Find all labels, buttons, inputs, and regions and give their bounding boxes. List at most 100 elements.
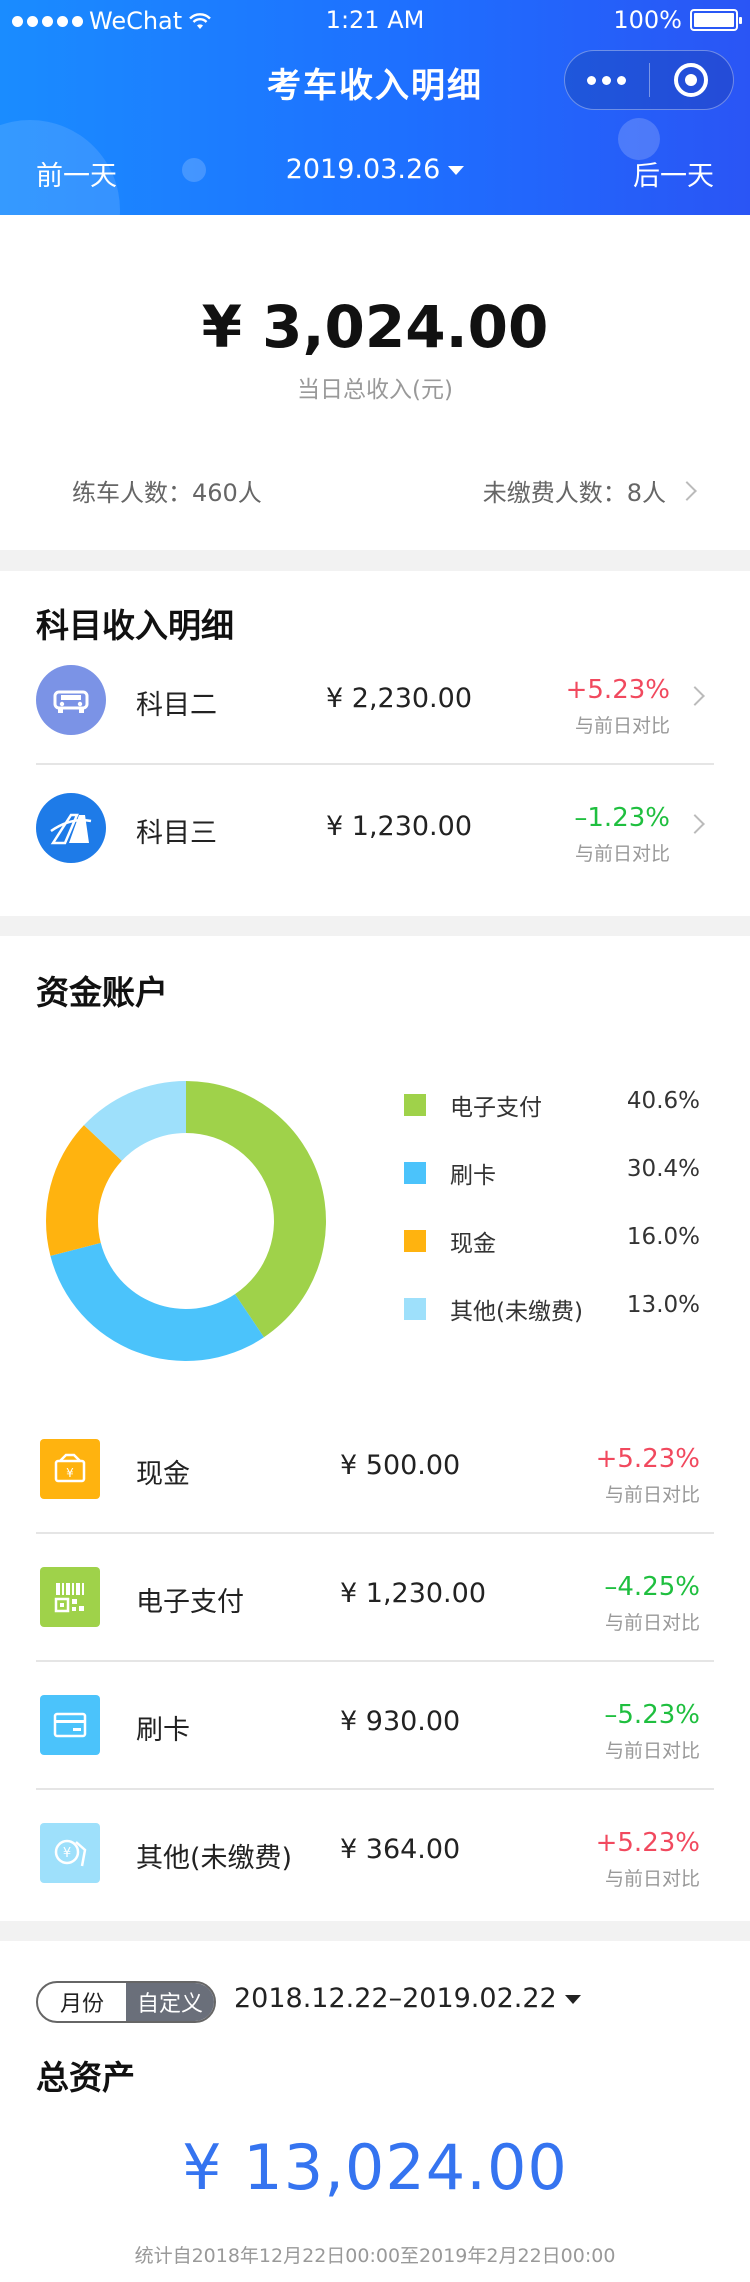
fund-name: 现金: [136, 1459, 190, 1490]
daily-total-label: 当日总收入(元): [297, 377, 453, 403]
date-range: 2018.12.22–2019.02.22: [234, 1983, 557, 2014]
subject-row[interactable]: 科目二 ¥ 2,230.00 +5.23% 与前日对比: [36, 637, 714, 765]
status-time: 1:21 AM: [325, 6, 425, 34]
total-assets-section: 月份 自定义 2018.12.22–2019.02.22 总资产 ¥ 13,02…: [0, 1941, 750, 2282]
legend-item: 现金 16.0%: [404, 1222, 704, 1262]
chevron-right-icon: [685, 814, 705, 834]
coin-hand-icon: ¥: [40, 1823, 100, 1883]
legend-value: 16.0%: [626, 1224, 700, 1250]
compare-label: 与前日对比: [604, 1868, 700, 1890]
header: WeChat 1:21 AM 100% 考车收入明细 前一天 2019.03.2…: [0, 0, 750, 215]
more-icon[interactable]: [565, 75, 649, 85]
card-icon: [40, 1695, 100, 1755]
total-assets-amount: ¥ 13,024.00: [182, 2131, 568, 2204]
section-title: 资金账户: [36, 973, 168, 1012]
daily-total-amount: ¥ 3,024.00: [201, 293, 549, 361]
compare-label: 与前日对比: [604, 1484, 700, 1506]
change-percent: +5.23%: [595, 1828, 700, 1858]
date-picker[interactable]: 2019.03.26: [0, 154, 750, 185]
legend-item: 电子支付 40.6%: [404, 1086, 704, 1126]
section-title: 科目收入明细: [36, 606, 234, 645]
close-mini-program-button[interactable]: [650, 63, 734, 97]
unpaid-count: 未缴费人数：8人: [482, 479, 666, 507]
subject-name: 科目三: [136, 818, 217, 849]
legend-value: 13.0%: [626, 1292, 700, 1318]
car-icon: [36, 665, 106, 735]
donut-slice: [46, 1125, 122, 1256]
fund-amount: ¥ 1,230.00: [340, 1578, 486, 1609]
page-title: 考车收入明细: [267, 66, 483, 106]
subject-amount: ¥ 2,230.00: [326, 683, 472, 714]
legend-value: 40.6%: [626, 1088, 700, 1114]
fund-accounts-section: 资金账户 电子支付 40.6% 刷卡 30.4% 现金 16.0% 其他(未缴费…: [0, 936, 750, 1921]
capsule-divider: [648, 63, 650, 97]
date-bar: 前一天 2019.03.26 后一天: [0, 150, 750, 194]
donut-slice: [50, 1242, 264, 1361]
compare-label: 与前日对比: [604, 1612, 700, 1634]
legend-swatch: [404, 1298, 426, 1320]
fund-row[interactable]: 电子支付 ¥ 1,230.00 –4.25% 与前日对比: [36, 1534, 714, 1662]
signal-icon: [12, 15, 83, 27]
legend-value: 30.4%: [626, 1156, 700, 1182]
battery-percent: 100%: [613, 6, 682, 34]
wifi-icon: [189, 13, 212, 29]
svg-text:¥: ¥: [63, 1846, 71, 1861]
legend-label: 其他(未缴费): [450, 1299, 583, 1325]
custom-tab[interactable]: 自定义: [126, 1983, 214, 2021]
svg-text:¥: ¥: [66, 1466, 74, 1480]
legend-label: 刷卡: [450, 1163, 496, 1189]
fund-name: 刷卡: [136, 1715, 190, 1746]
donut-slice: [186, 1081, 327, 1338]
legend-swatch: [404, 1094, 426, 1116]
compare-label: 与前日对比: [604, 1740, 700, 1762]
compare-label: 与前日对比: [574, 843, 670, 865]
status-bar: WeChat 1:21 AM 100%: [0, 0, 750, 40]
target-icon: [674, 63, 709, 97]
donut-slice: [83, 1081, 186, 1161]
statistics-period-note: 统计自2018年12月22日00:00至2019年2月22日00:00: [134, 2245, 616, 2267]
change-percent: +5.23%: [565, 675, 670, 705]
trainee-count: 练车人数：460人: [72, 479, 262, 507]
legend-swatch: [404, 1162, 426, 1184]
qr-code-icon: [40, 1567, 100, 1627]
fund-amount: ¥ 364.00: [340, 1834, 461, 1865]
unpaid-count-link[interactable]: 未缴费人数：8人: [482, 473, 697, 508]
fund-amount: ¥ 500.00: [340, 1450, 461, 1481]
carrier-info: WeChat: [12, 7, 212, 35]
dropdown-caret-icon: [448, 166, 465, 175]
next-day-button[interactable]: 后一天: [633, 161, 714, 192]
fund-donut-chart: [46, 1081, 327, 1361]
fund-row[interactable]: ¥ 现金 ¥ 500.00 +5.23% 与前日对比: [36, 1406, 714, 1534]
chevron-right-icon: [685, 686, 705, 706]
legend-item: 刷卡 30.4%: [404, 1154, 704, 1194]
change-percent: +5.23%: [595, 1444, 700, 1474]
battery-icon: [690, 9, 742, 31]
date-range-picker[interactable]: 2018.12.22–2019.02.22: [234, 1983, 581, 2014]
carrier-name: WeChat: [89, 7, 183, 35]
fund-row[interactable]: 刷卡 ¥ 930.00 –5.23% 与前日对比: [36, 1662, 714, 1790]
fund-amount: ¥ 930.00: [340, 1706, 461, 1737]
fund-name: 其他(未缴费): [136, 1843, 293, 1874]
decor-circle: [182, 158, 206, 182]
total-assets-title: 总资产: [36, 2058, 135, 2097]
legend-label: 电子支付: [450, 1095, 542, 1121]
legend-swatch: [404, 1230, 426, 1252]
prev-day-button[interactable]: 前一天: [36, 161, 117, 192]
daily-summary: ¥ 3,024.00 当日总收入(元) 练车人数：460人 未缴费人数：8人: [0, 215, 750, 550]
change-percent: –4.25%: [604, 1572, 700, 1602]
battery-status: 100%: [613, 6, 742, 34]
compare-label: 与前日对比: [574, 715, 670, 737]
legend-label: 现金: [450, 1231, 496, 1257]
change-percent: –1.23%: [574, 803, 670, 833]
chevron-right-icon: [677, 480, 697, 501]
wallet-icon: ¥: [40, 1439, 100, 1499]
subject-name: 科目二: [136, 690, 217, 721]
month-tab[interactable]: 月份: [59, 1992, 104, 2017]
change-percent: –5.23%: [604, 1700, 700, 1730]
mini-program-capsule: [564, 50, 734, 110]
subject-row[interactable]: 科目三 ¥ 1,230.00 –1.23% 与前日对比: [36, 765, 714, 893]
fund-row[interactable]: ¥ 其他(未缴费) ¥ 364.00 +5.23% 与前日对比: [36, 1790, 714, 1918]
decor-circle: [618, 118, 660, 160]
period-toggle: 月份 自定义: [36, 1981, 216, 2023]
subject-income-section: 科目收入明细 科目二 ¥ 2,230.00 +5.23% 与前日对比 科目三 ¥…: [0, 571, 750, 916]
